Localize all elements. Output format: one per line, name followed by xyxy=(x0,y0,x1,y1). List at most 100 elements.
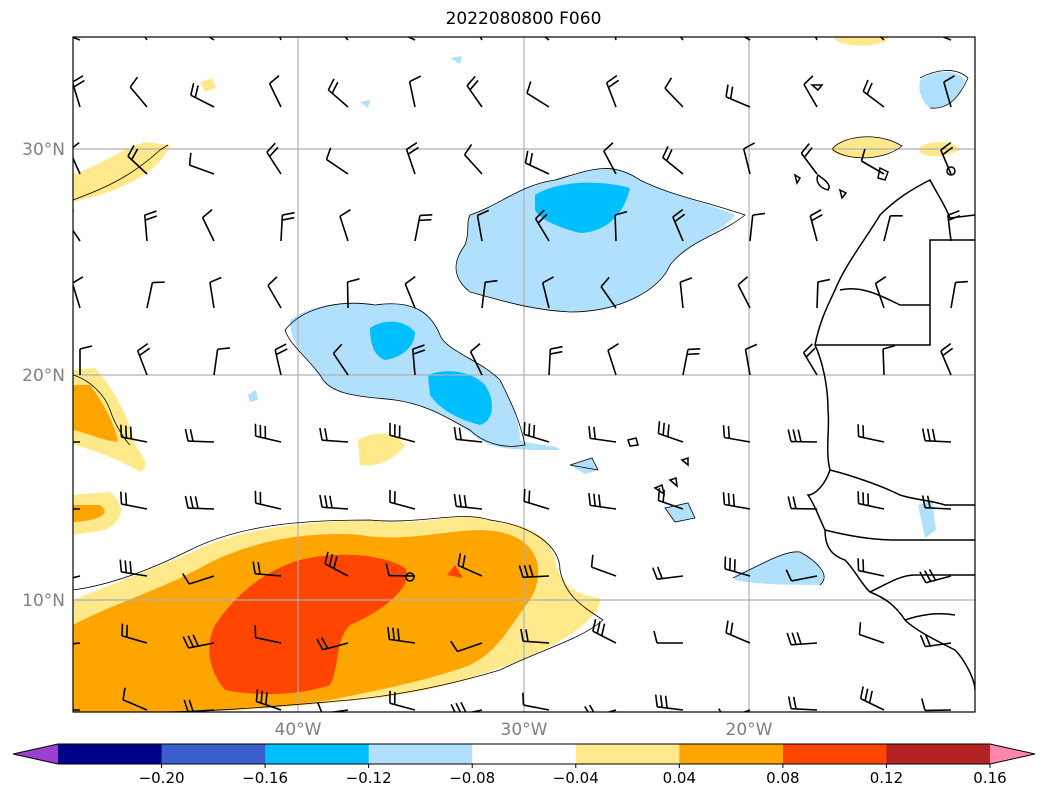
wind-barb xyxy=(947,210,961,242)
wind-barb xyxy=(184,428,215,443)
wind-barb xyxy=(605,74,620,108)
wind-barb xyxy=(405,142,419,175)
wind-barb xyxy=(319,427,349,443)
colorbar-swatch xyxy=(58,744,163,764)
wind-barb xyxy=(481,279,498,309)
wind-barb xyxy=(524,150,550,175)
positive-anomaly-region xyxy=(209,554,407,695)
wind-barb xyxy=(518,564,550,579)
wind-barb xyxy=(940,37,952,41)
wind-barb xyxy=(387,626,416,644)
wind-barb xyxy=(73,141,81,175)
wind-barb xyxy=(136,342,151,376)
colorbar-swatch xyxy=(782,744,887,764)
wind-barb xyxy=(73,37,81,41)
wind-barb xyxy=(73,709,80,711)
wind-barb xyxy=(404,275,416,309)
wind-barb xyxy=(940,141,954,175)
wind-barb xyxy=(682,348,701,376)
wind-barb xyxy=(324,551,349,577)
wind-barb xyxy=(672,208,686,242)
negative-anomaly-region xyxy=(455,168,735,312)
wind-barb xyxy=(919,568,952,584)
positive-anomaly-region xyxy=(200,78,216,92)
wind-barb xyxy=(522,692,550,711)
negative-anomaly-region xyxy=(665,503,695,522)
wind-barb xyxy=(121,623,148,644)
wind-barb xyxy=(664,77,684,108)
contour-line xyxy=(569,457,599,471)
wind-barb xyxy=(274,343,288,376)
contour-lines xyxy=(73,70,969,712)
wind-barb xyxy=(146,281,165,309)
lon-tick-label: 30°W xyxy=(501,720,548,740)
wind-barb xyxy=(600,276,617,309)
wind-barb xyxy=(389,489,416,510)
wind-barb xyxy=(857,558,885,577)
wind-barb xyxy=(213,347,231,376)
wind-barb xyxy=(389,422,416,443)
wind-barb xyxy=(653,630,683,644)
wind-barb xyxy=(921,698,952,712)
colorbar-swatch xyxy=(886,744,991,764)
wind-barb xyxy=(209,276,222,309)
wind-barb xyxy=(743,37,751,41)
wind-barb xyxy=(614,37,617,41)
negative-anomaly-region xyxy=(370,321,415,360)
wind-barb xyxy=(588,492,617,510)
wind-barb xyxy=(316,637,349,651)
wind-barb xyxy=(73,642,81,645)
wind-barb xyxy=(724,556,751,577)
contour-line xyxy=(664,502,696,523)
wind-barb xyxy=(737,276,751,309)
wind-barb xyxy=(858,622,885,644)
wind-barb xyxy=(816,278,831,309)
lon-tick-labels: 40°W 30°W 20°W xyxy=(275,720,773,740)
colorbar-tick-label: 0.12 xyxy=(870,769,903,787)
wind-barb xyxy=(327,78,349,108)
island xyxy=(809,84,824,92)
wind-barb xyxy=(657,488,684,510)
wind-barb xyxy=(802,343,818,376)
wind-barb xyxy=(520,628,550,644)
island xyxy=(877,166,889,181)
island xyxy=(405,572,415,582)
wind-barb xyxy=(120,424,148,443)
wind-barb xyxy=(803,75,818,108)
colorbar-tick-label: 0.08 xyxy=(766,769,799,787)
africa-coastline xyxy=(806,178,975,691)
wind-barb xyxy=(457,553,483,577)
negative-anomaly-region xyxy=(450,56,462,64)
wind-barb xyxy=(590,554,617,577)
wind-barb xyxy=(339,209,351,242)
colorbar-tick-label: −0.08 xyxy=(449,769,495,787)
wind-barb xyxy=(73,75,85,108)
wind-barb xyxy=(190,82,215,108)
wind-barb xyxy=(883,214,903,242)
negative-anomaly-region xyxy=(290,303,560,450)
wind-barb xyxy=(182,634,215,649)
colorbar-swatch xyxy=(161,744,266,764)
wind-barb xyxy=(73,575,81,579)
wind-barb xyxy=(143,210,158,242)
wind-barb xyxy=(280,211,295,242)
wind-barb xyxy=(921,495,952,510)
wind-barb xyxy=(129,76,148,108)
wind-barb xyxy=(787,496,818,510)
wind-barb xyxy=(862,79,885,108)
wind-barb xyxy=(882,344,896,376)
wind-barb xyxy=(749,212,766,242)
wind-barb xyxy=(614,210,628,242)
wind-barb xyxy=(476,209,490,242)
colorbar-extend-low xyxy=(13,744,58,764)
contour-line xyxy=(455,168,746,313)
lat-tick-labels: 30°N 20°N 10°N xyxy=(22,140,65,611)
wind-barb xyxy=(389,690,416,711)
colorbar-swatch xyxy=(368,744,473,764)
wind-barb xyxy=(787,429,818,443)
plot-frame xyxy=(72,36,976,713)
wind-barb xyxy=(73,508,80,510)
colorbar-labels: −0.20 −0.16 −0.12 −0.08 −0.04 0.04 0.08 0.12 0.1… xyxy=(139,764,1007,787)
wind-barb xyxy=(252,561,282,577)
wind-barb xyxy=(921,428,952,443)
